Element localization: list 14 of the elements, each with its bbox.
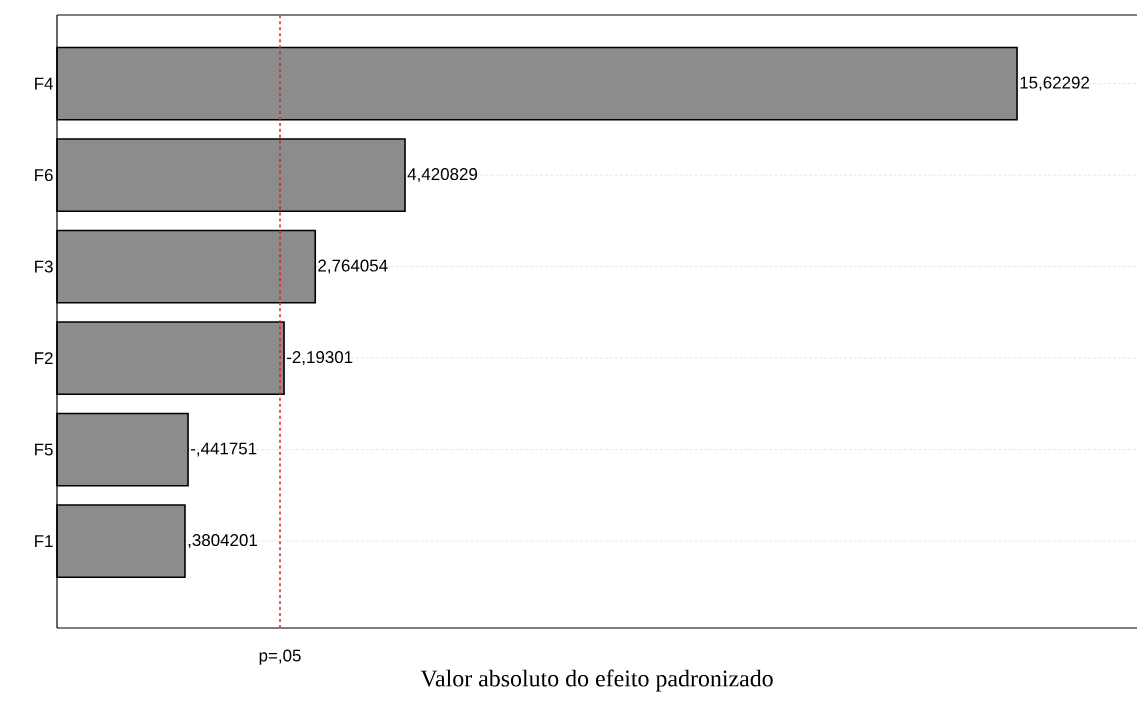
y-tick-label: F3 (35, 260, 53, 273)
y-tick-label: F6 (35, 169, 53, 182)
ref-line-label: p=,05 (259, 649, 301, 665)
annotation: 2,764054 (318, 259, 388, 274)
annotation: -,441751 (190, 442, 257, 457)
annotation: 15,62292 (1020, 76, 1089, 91)
y-tick-label: F2 (35, 352, 53, 365)
y-tick-label: F4 (35, 77, 53, 90)
y-tick-label: F5 (35, 443, 53, 456)
annotation: 4,420829 (407, 168, 478, 183)
x-axis-title: Valor absoluto do efeito padronizado (420, 669, 773, 692)
annotation: -2,19301 (286, 351, 353, 366)
y-tick-label: F1 (35, 535, 53, 547)
annotation: ,3804201 (188, 534, 257, 549)
